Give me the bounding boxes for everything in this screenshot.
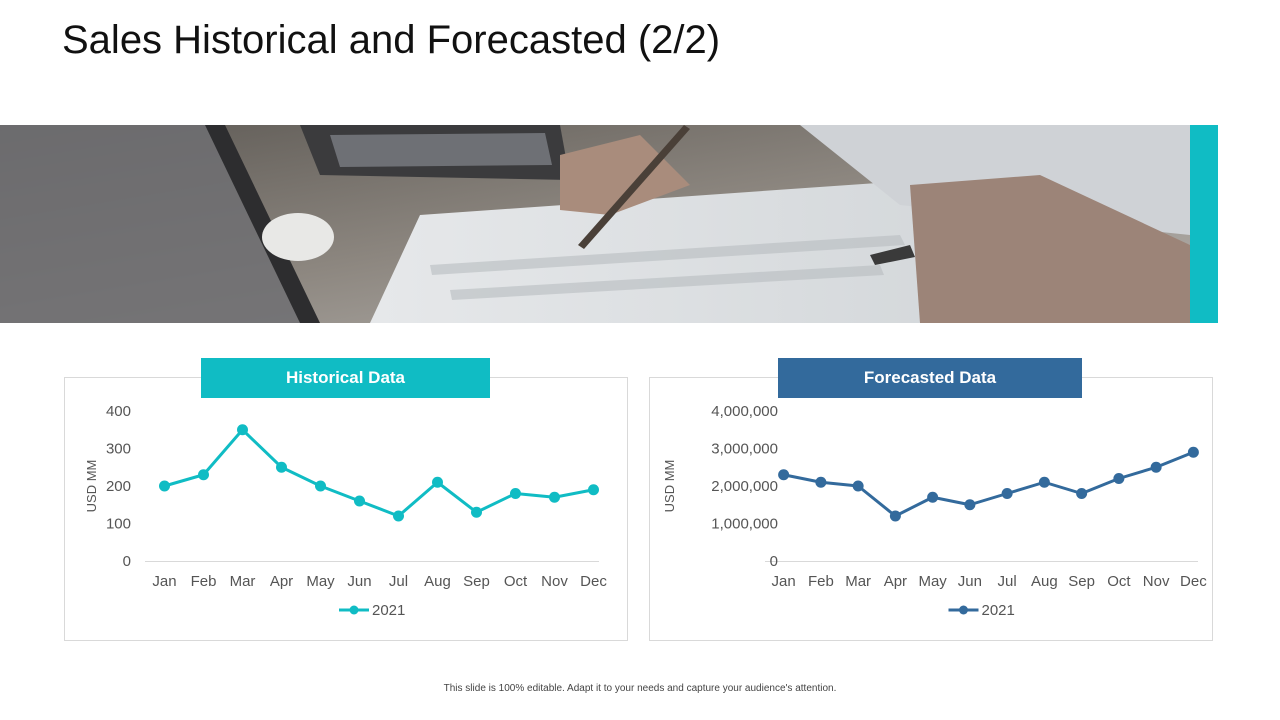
- x-tick-label: Aug: [1031, 573, 1058, 590]
- y-axis-title: USD MM: [84, 460, 99, 513]
- data-point: [510, 488, 521, 499]
- historical-line-chart: 0 100 200 300 400 USD MM Jan Feb Mar Apr May Jun Jul…: [84, 403, 607, 619]
- x-tick-label: Dec: [580, 573, 607, 590]
- slide-title: Sales Historical and Forecasted (2/2): [62, 18, 721, 62]
- data-point: [315, 480, 326, 492]
- data-point: [354, 495, 365, 507]
- x-tick-label: Jan: [152, 573, 176, 590]
- x-tick-label: May: [918, 573, 947, 590]
- data-point: [852, 480, 864, 492]
- y-tick-label: 1,000,000: [711, 516, 778, 533]
- data-point: [159, 480, 170, 492]
- data-point: [778, 469, 790, 481]
- historical-chart-panel: 0 100 200 300 400 USD MM Jan Feb Mar Apr May Jun Jul…: [64, 377, 628, 641]
- footer-note: This slide is 100% editable. Adapt it to…: [443, 683, 837, 694]
- data-point: [889, 510, 901, 522]
- x-tick-label: Sep: [1068, 573, 1095, 590]
- x-tick-label: Apr: [270, 573, 293, 590]
- forecasted-data-header: Forecasted Data: [778, 358, 1082, 398]
- accent-bar: [1190, 125, 1218, 323]
- x-tick-label: Jun: [958, 573, 982, 590]
- data-point: [1150, 461, 1162, 473]
- x-tick-label: Jan: [772, 573, 796, 590]
- data-point: [1001, 488, 1013, 499]
- y-tick-label: 0: [770, 553, 778, 570]
- x-tick-label: Apr: [884, 573, 907, 590]
- legend-marker: [959, 605, 968, 615]
- banner-photo: [0, 125, 1190, 323]
- x-tick-label: Jun: [347, 573, 371, 590]
- data-point: [549, 491, 560, 503]
- y-tick-label: 200: [106, 478, 131, 495]
- data-point: [432, 476, 443, 488]
- x-tick-label: Feb: [808, 573, 834, 590]
- data-point: [198, 469, 209, 481]
- x-tick-label: Dec: [1180, 573, 1207, 590]
- y-axis-title: USD MM: [662, 460, 677, 513]
- historical-data-header: Historical Data: [201, 358, 490, 398]
- y-tick-label: 0: [123, 553, 131, 570]
- forecasted-chart-panel: 0 1,000,000 2,000,000 3,000,000 4,000,000 USD…: [649, 377, 1213, 641]
- x-tick-label: Nov: [1143, 573, 1170, 590]
- legend-label: 2021: [982, 602, 1015, 619]
- x-tick-label: Jul: [389, 573, 408, 590]
- legend-label: 2021: [372, 602, 405, 619]
- data-point: [1038, 476, 1050, 488]
- x-tick-label: Mar: [230, 573, 256, 590]
- data-point: [964, 499, 976, 511]
- data-point: [815, 476, 827, 488]
- series-line: [164, 428, 594, 518]
- x-tick-label: Feb: [191, 573, 217, 590]
- y-tick-label: 2,000,000: [711, 478, 778, 495]
- data-point: [393, 510, 404, 522]
- x-tick-label: Oct: [1107, 573, 1131, 590]
- y-tick-label: 100: [106, 516, 131, 533]
- x-tick-label: Mar: [845, 573, 871, 590]
- y-tick-label: 300: [106, 441, 131, 458]
- x-tick-label: Jul: [998, 573, 1017, 590]
- forecasted-line-chart: 0 1,000,000 2,000,000 3,000,000 4,000,000 USD…: [662, 403, 1207, 619]
- x-tick-label: Nov: [541, 573, 568, 590]
- data-point: [471, 506, 482, 518]
- x-tick-label: May: [306, 573, 335, 590]
- y-tick-label: 400: [106, 403, 131, 420]
- data-point: [588, 484, 599, 496]
- data-point: [1187, 446, 1199, 458]
- x-tick-label: Sep: [463, 573, 490, 590]
- data-point: [276, 461, 287, 473]
- data-point: [927, 491, 939, 503]
- legend-marker: [349, 605, 359, 615]
- y-tick-label: 3,000,000: [711, 441, 778, 458]
- y-tick-label: 4,000,000: [711, 403, 778, 420]
- x-tick-label: Aug: [424, 573, 451, 590]
- data-point: [1113, 473, 1125, 484]
- data-point: [237, 424, 248, 436]
- series-line: [783, 450, 1194, 518]
- x-tick-label: Oct: [504, 573, 528, 590]
- data-point: [1076, 488, 1088, 499]
